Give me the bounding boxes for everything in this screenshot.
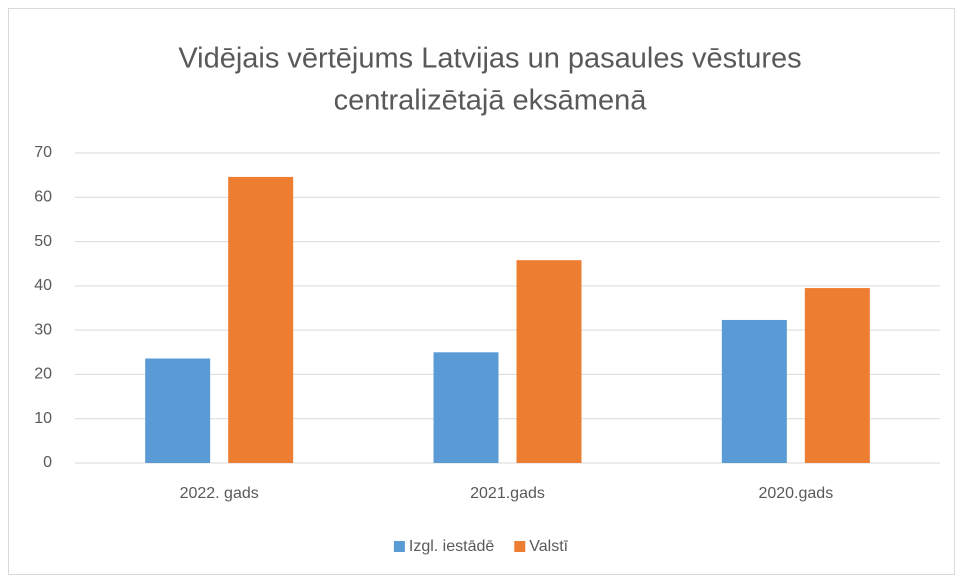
x-tick-label: 2020.gads [758,485,833,502]
bar [433,352,499,463]
y-tick-label: 40 [34,277,52,294]
x-tick-label: 2022. gads [180,485,259,502]
legend-label: Valstī [529,538,568,555]
y-tick-label: 0 [43,454,52,471]
legend-swatch [514,541,526,552]
bar [804,288,870,463]
bar [145,358,211,463]
y-tick-label: 10 [34,410,52,427]
y-tick-label: 70 [34,144,52,161]
legend-label: Izgl. iestādē [409,538,494,555]
y-tick-label: 60 [34,189,52,206]
legend-swatch [393,541,405,552]
y-tick-label: 20 [34,366,52,383]
x-tick-label: 2021.gads [470,485,545,502]
bar [228,176,294,463]
chart-border [8,8,955,575]
bar [721,319,787,463]
y-tick-label: 30 [34,321,52,338]
chart-title: Vidējais vērtējums Latvijas un pasaules … [178,43,801,75]
chart-title: centralizētajā eksāmenā [334,85,648,117]
bar [516,260,582,463]
y-tick-label: 50 [34,233,52,250]
